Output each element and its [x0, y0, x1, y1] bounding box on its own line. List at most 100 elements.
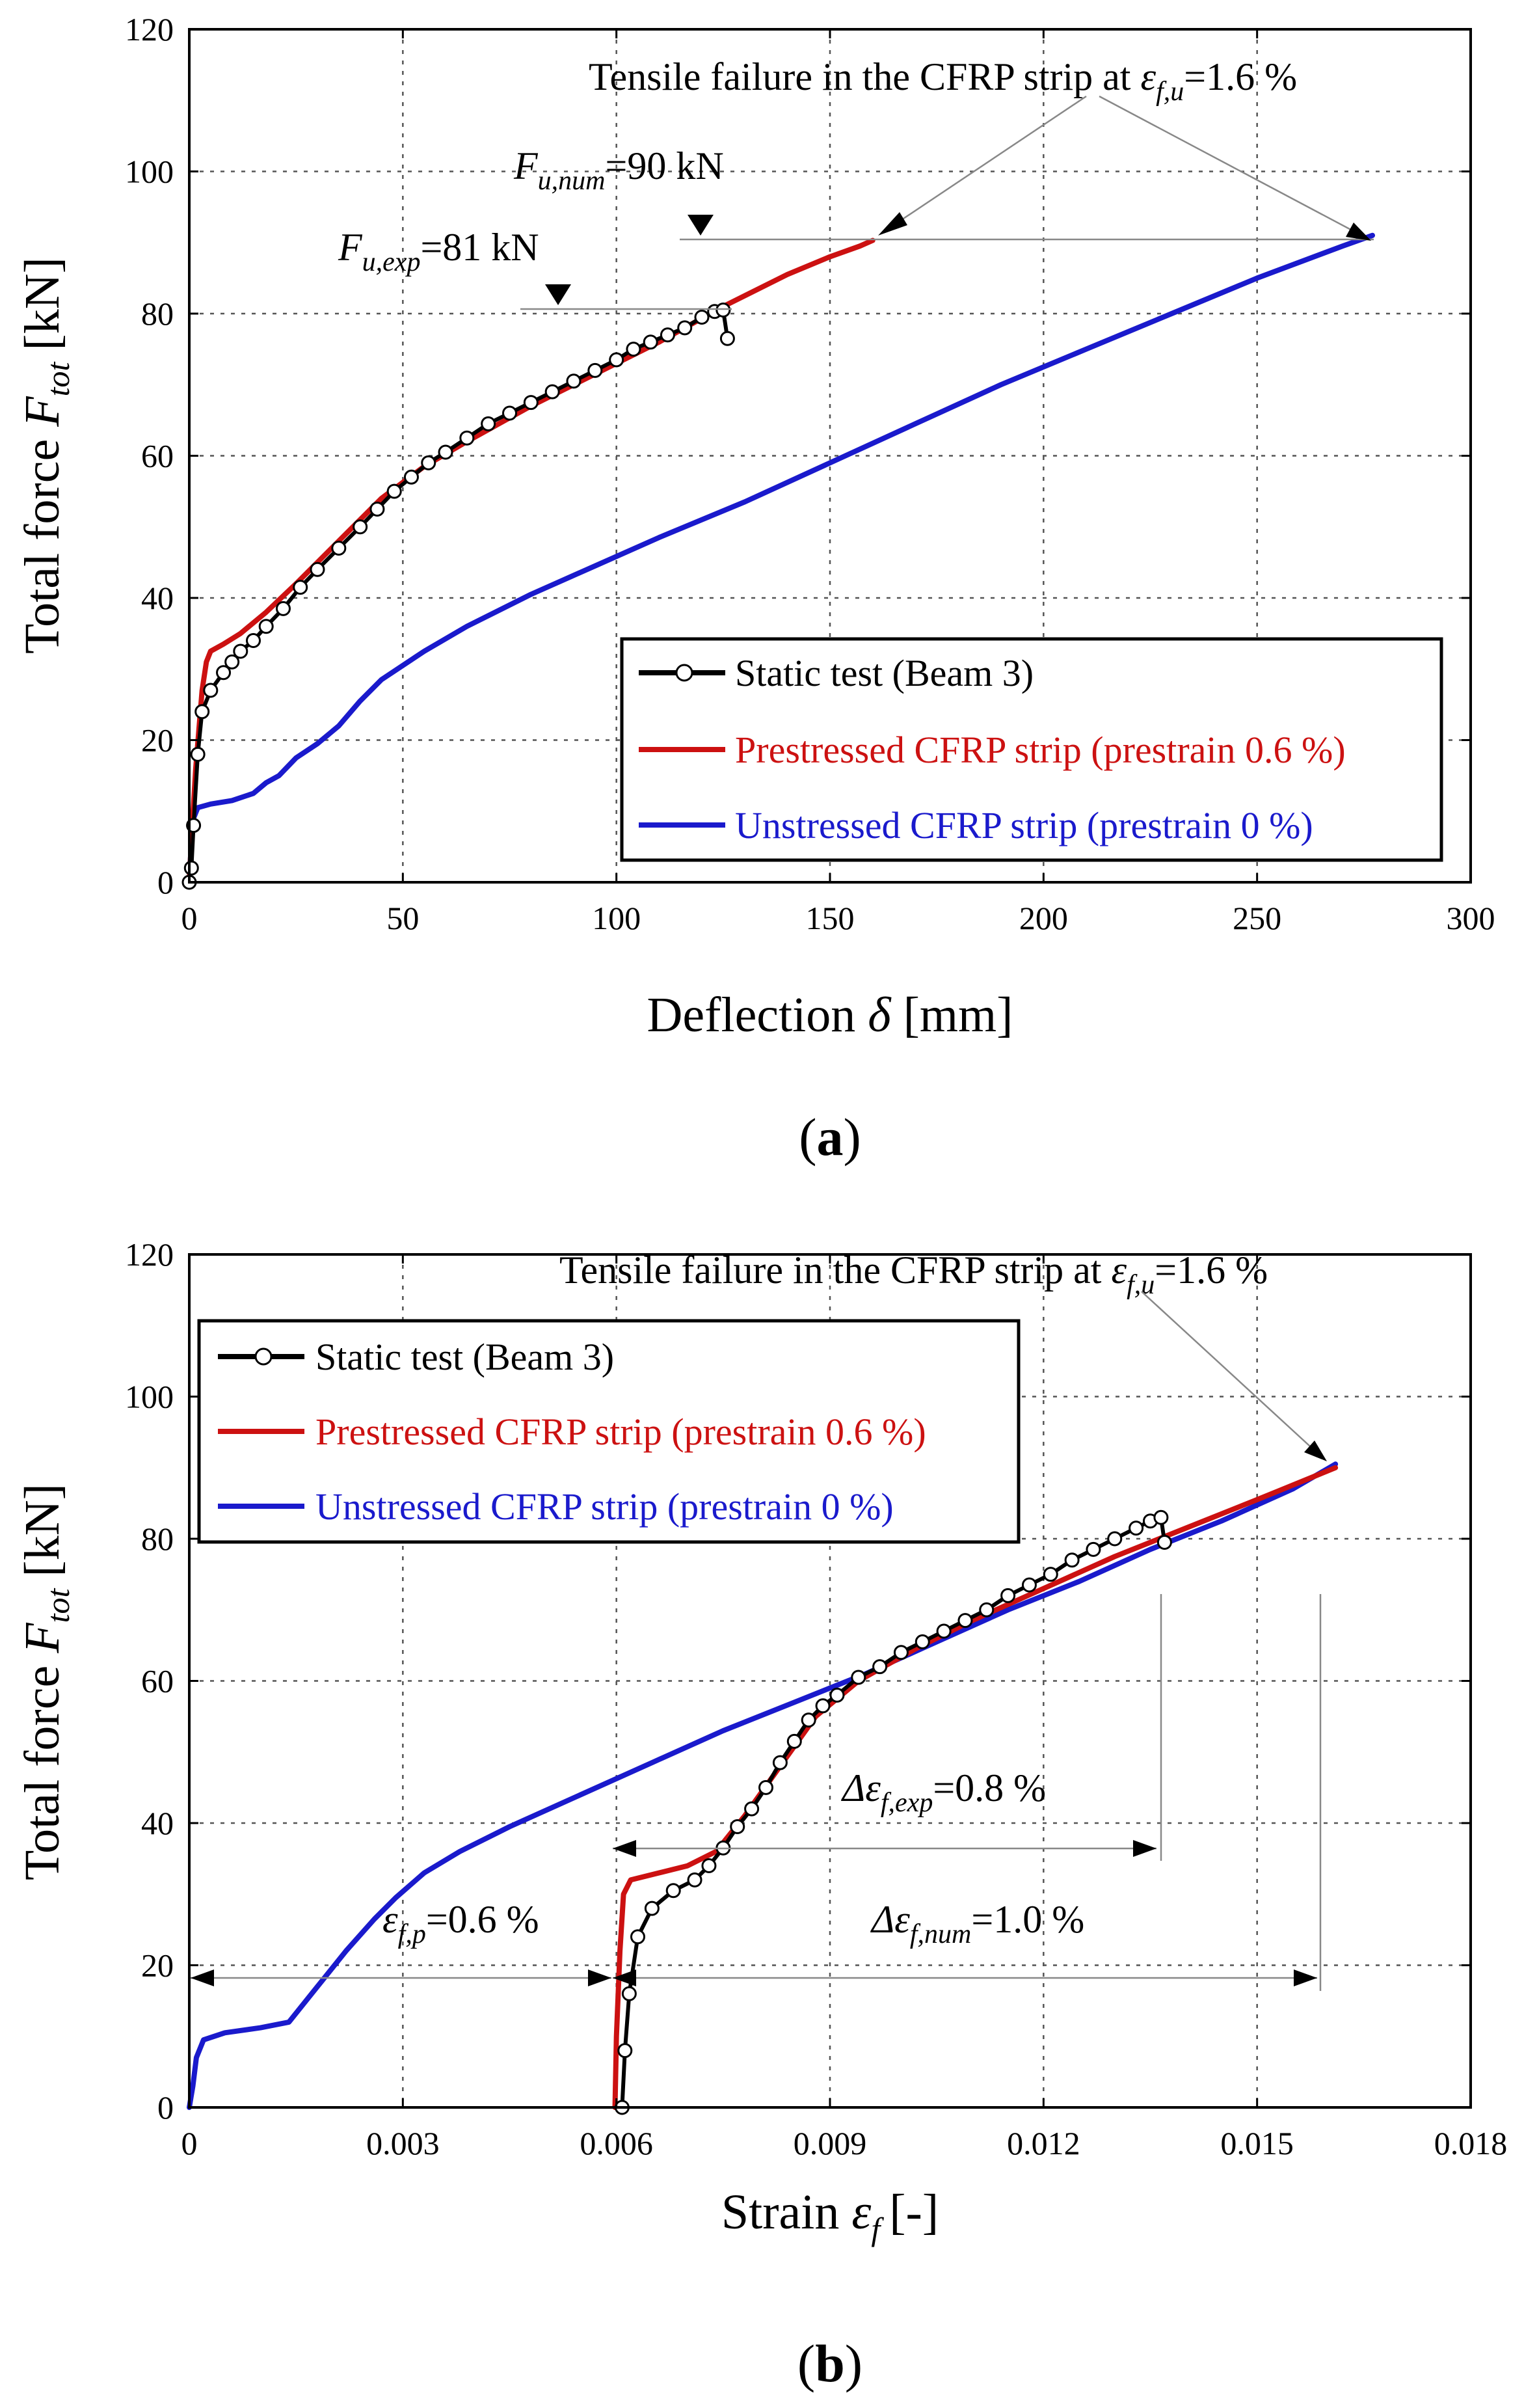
chart-b-static-point-11	[758, 1779, 773, 1795]
chart-a-xtick-label: 0	[181, 900, 198, 936]
chart-b-static-point-7	[701, 1858, 717, 1874]
chart-b-legend-static-marker	[254, 1347, 273, 1366]
chart-b-legend: Static test (Beam 3) Prestressed CFRP st…	[197, 1319, 1021, 1544]
chart-a-static-point-25	[544, 384, 560, 399]
chart-b-delta-exp-arrow-right	[1133, 1840, 1156, 1857]
chart-a-static-point-11	[275, 601, 291, 616]
chart-b-static-point-16	[829, 1687, 845, 1703]
chart-b-static-point-20	[915, 1634, 930, 1649]
chart-b-static-point-14	[801, 1712, 816, 1728]
chart-b-ytick-label: 0	[157, 2089, 174, 2126]
chart-b-static-point-4	[644, 1901, 660, 1916]
chart-b-ytick-label: 20	[141, 1947, 174, 1984]
chart-b-delta-exp-arrow-left	[613, 1840, 636, 1857]
chart-b-static-point-23	[979, 1602, 995, 1617]
chart-a-static-point-18	[403, 469, 419, 485]
chart-a-ytick-label: 40	[141, 580, 174, 616]
chart-a-ytick-label: 120	[125, 11, 174, 47]
chart-b-ticks: 0 0.003 0.006 0.009 0.012 0.015 0.018 0 20 40 60 80…	[125, 1236, 1507, 2161]
chart-b-static-point-10	[744, 1801, 760, 1817]
chart-b-y-axis-label: Total force Ftot[kN]	[15, 1483, 76, 1880]
chart-a-fu-num-marker	[688, 215, 714, 236]
chart-a-static-point-36	[719, 331, 735, 346]
chart-a-static-point-24	[523, 395, 539, 411]
chart-b-prestrain-arrow-left	[191, 1969, 214, 1986]
chart-a-series-unstressed	[187, 232, 1375, 885]
chart-b-x-axis-label: Strain εf [-]	[721, 2185, 939, 2247]
chart-a-static-point-10	[258, 619, 274, 634]
chart-b-xtick-label: 0.006	[580, 2125, 653, 2161]
chart-a-static-point-28	[609, 352, 624, 368]
chart-b-legend-prestressed-label: Prestressed CFRP strip (prestrain 0.6 %)	[315, 1411, 926, 1453]
chart-b-delta-num-arrow-left	[613, 1969, 636, 1986]
chart-a-static-point-29	[626, 342, 641, 357]
chart-b-static-point-6	[687, 1872, 702, 1887]
chart-a-static-point-27	[587, 362, 603, 378]
chart-b-prestrain-arrow-right	[588, 1969, 611, 1986]
chart-b-static-point-25	[1021, 1577, 1037, 1593]
chart-b-xtick-label: 0	[181, 2125, 198, 2161]
chart-a-failure-arrow-1	[887, 95, 1087, 230]
chart-a-static-point-35	[715, 303, 731, 318]
chart-a-failure-arrowhead-2	[1346, 223, 1371, 241]
chart-b-failure-arrow	[1141, 1291, 1318, 1454]
chart-a-ytick-label: 100	[125, 154, 174, 190]
chart-b: 0 0.003 0.006 0.009 0.012 0.015 0.018 0 20 40 60 80…	[15, 1236, 1507, 2393]
chart-b-static-point-29	[1107, 1531, 1123, 1547]
chart-a-static-point-4	[194, 704, 210, 720]
chart-a-legend-static-marker	[675, 664, 693, 682]
chart-a-xtick-label: 150	[806, 900, 855, 936]
chart-b-static-point-26	[1043, 1567, 1058, 1582]
chart-a-static-point-13	[310, 561, 325, 577]
chart-a-static-point-22	[481, 416, 496, 431]
chart-a-static-point-31	[660, 327, 675, 343]
chart-b-series	[187, 1461, 1339, 2115]
chart-a-static-point-7	[224, 654, 240, 670]
chart-b-static-point-5	[665, 1883, 681, 1899]
chart-b-xtick-label: 0.012	[1007, 2125, 1080, 2161]
chart-a-legend: Static test (Beam 3) Prestressed CFRP st…	[620, 637, 1443, 862]
chart-a-static-point-12	[293, 580, 308, 595]
chart-b-static-point-33	[1156, 1534, 1172, 1550]
chart-a-fu-num-annotation: Fu,num=90 kN	[513, 144, 724, 196]
chart-a-static-point-1	[183, 860, 199, 876]
chart-b-static-point-9	[730, 1819, 745, 1834]
chart-a-xtick-label: 100	[592, 900, 641, 936]
chart-a-static-point-6	[216, 665, 232, 681]
chart-b-static-point-15	[815, 1698, 831, 1714]
chart-a-static-point-3	[190, 746, 206, 762]
chart-a-static-point-5	[203, 683, 219, 698]
chart-a-caption: (a)	[799, 1107, 861, 1167]
chart-b-ytick-label: 120	[125, 1236, 174, 1273]
chart-a-static-point-14	[331, 541, 347, 556]
chart-b-legend-box	[197, 1319, 1021, 1544]
chart-b-static-point-1	[617, 2043, 633, 2059]
chart-a-legend-unstressed-label: Unstressed CFRP strip (prestrain 0 %)	[735, 804, 1313, 846]
chart-b-delta-exp-annotation: Δεf,exp=0.8 %	[841, 1766, 1046, 1818]
chart-b-legend-unstressed-label: Unstressed CFRP strip (prestrain 0 %)	[315, 1485, 894, 1528]
chart-a: 0 50 100 150 200 250 300 0 20 40 60 80 100 120 Deflec…	[15, 11, 1495, 1167]
chart-b-static-point-12	[772, 1755, 788, 1770]
chart-b-series-unstressed	[187, 1461, 1339, 2110]
chart-a-xtick-label: 50	[386, 900, 419, 936]
chart-b-xtick-label: 0.018	[1434, 2125, 1508, 2161]
chart-b-static-point-32	[1153, 1509, 1169, 1525]
chart-b-series-static	[620, 1515, 1167, 2109]
chart-b-failure-annotation: Tensile failure in the CFRP strip at εf,…	[559, 1249, 1268, 1300]
chart-b-xtick-label: 0.003	[366, 2125, 440, 2161]
chart-a-static-point-21	[459, 430, 475, 446]
chart-b-failure-arrowhead	[1304, 1441, 1327, 1461]
chart-b-ytick-label: 100	[125, 1379, 174, 1415]
chart-a-legend-prestressed-label: Prestressed CFRP strip (prestrain 0.6 %)	[735, 729, 1346, 771]
chart-a-ytick-label: 20	[141, 722, 174, 759]
chart-b-ytick-label: 40	[141, 1805, 174, 1841]
chart-a-failure-annotation: Tensile failure in the CFRP strip at εf,…	[589, 55, 1297, 107]
chart-a-ytick-label: 0	[157, 864, 174, 900]
chart-b-delta-num-annotation: Δεf,num=1.0 %	[870, 1898, 1084, 1949]
chart-a-fu-exp-annotation: Fu,exp=81 kN	[338, 226, 539, 277]
chart-b-delta-num-arrow-right	[1294, 1969, 1317, 1986]
chart-a-static-point-30	[643, 334, 658, 350]
chart-a-ticks: 0 50 100 150 200 250 300 0 20 40 60 80 100 120	[125, 11, 1495, 936]
chart-a-frame	[188, 28, 1472, 884]
